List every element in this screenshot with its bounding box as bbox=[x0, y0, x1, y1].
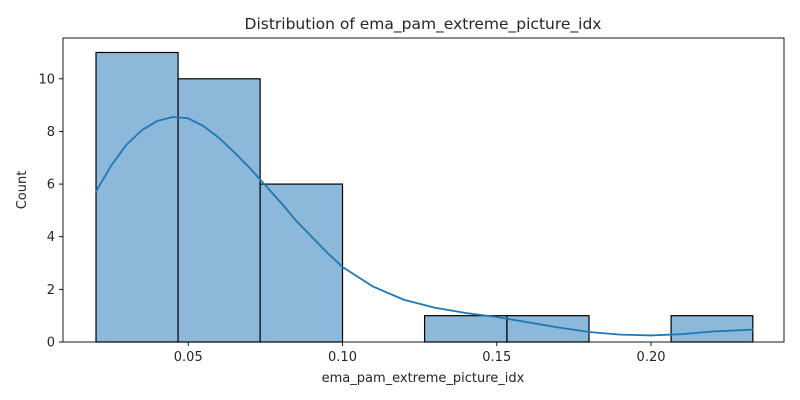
histogram-bar-1 bbox=[177, 78, 261, 343]
y-axis-label: Count bbox=[15, 171, 30, 210]
y-tick-label-0: 0 bbox=[47, 336, 55, 351]
y-tick-label-1: 2 bbox=[47, 283, 55, 298]
plot-area-frame bbox=[62, 37, 785, 343]
y-tick-label-5: 10 bbox=[38, 72, 55, 87]
chart-title: Distribution of ema_pam_extreme_picture_… bbox=[245, 15, 602, 34]
histogram-bar-5 bbox=[506, 315, 590, 343]
y-axis-ticks: 0 2 4 6 8 10 bbox=[38, 72, 63, 351]
x-tick-label-2: 0.15 bbox=[482, 350, 511, 365]
kde-line bbox=[95, 116, 754, 337]
x-tick-label-3: 0.20 bbox=[637, 350, 666, 365]
x-tick-label-1: 0.10 bbox=[328, 350, 357, 365]
x-tick-label-0: 0.05 bbox=[174, 350, 203, 365]
y-tick-label-3: 6 bbox=[47, 178, 55, 193]
bars-group bbox=[95, 51, 754, 343]
histogram-bar-4 bbox=[423, 315, 508, 343]
histogram-bar-7 bbox=[670, 315, 754, 343]
y-tick-label-4: 8 bbox=[47, 125, 55, 140]
y-tick-label-2: 4 bbox=[47, 230, 55, 245]
x-axis-ticks: 0.05 0.10 0.15 0.20 bbox=[174, 342, 666, 365]
x-axis-label: ema_pam_extreme_picture_idx bbox=[322, 371, 525, 386]
histogram-bar-0 bbox=[95, 51, 179, 343]
histogram-bar-2 bbox=[259, 183, 344, 343]
